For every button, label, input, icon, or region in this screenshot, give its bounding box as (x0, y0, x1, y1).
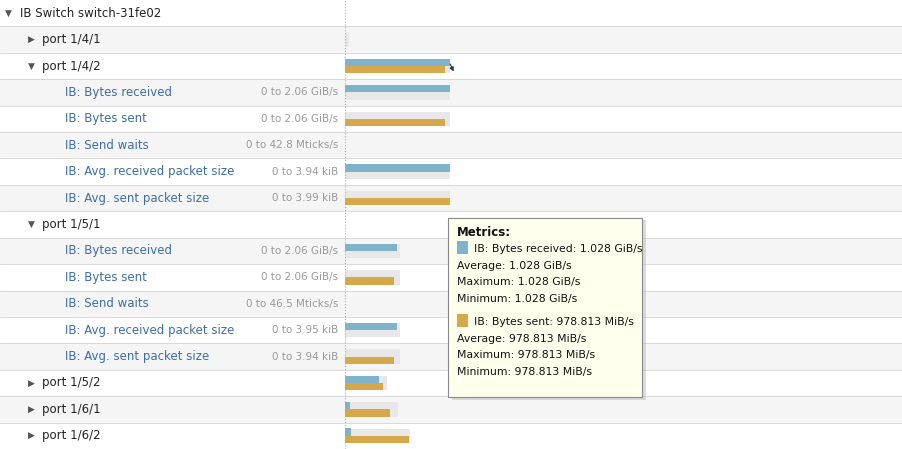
Bar (0, 132, 902, 158)
Text: Minimum: 978.813 MiB/s: Minimum: 978.813 MiB/s (457, 367, 593, 377)
Bar (345, 85, 450, 100)
Text: 0 to 3.99 kiB: 0 to 3.99 kiB (272, 193, 338, 203)
Bar (0, 317, 902, 343)
Text: IB: Bytes sent: IB: Bytes sent (65, 112, 147, 125)
Text: Minimum: 1.028 GiB/s: Minimum: 1.028 GiB/s (457, 294, 577, 304)
Text: ▼: ▼ (28, 62, 35, 70)
Bar (345, 191, 450, 205)
Bar (448, 218, 642, 397)
Bar (345, 436, 410, 443)
Text: ▶: ▶ (28, 35, 35, 44)
Bar (345, 428, 351, 436)
Bar (0, 53, 902, 79)
Text: IB: Bytes received: 1.028 GiB/s: IB: Bytes received: 1.028 GiB/s (474, 244, 642, 254)
Bar (345, 59, 449, 66)
Bar (345, 323, 397, 330)
Text: IB Switch switch-31fe02: IB Switch switch-31fe02 (20, 7, 161, 20)
Text: IB: Bytes sent: 978.813 MiB/s: IB: Bytes sent: 978.813 MiB/s (474, 317, 633, 327)
Bar (345, 112, 450, 126)
Text: Average: 978.813 MiB/s: Average: 978.813 MiB/s (457, 334, 586, 344)
Text: Maximum: 1.028 GiB/s: Maximum: 1.028 GiB/s (457, 277, 581, 287)
Bar (0, 264, 902, 291)
Bar (0, 238, 902, 264)
Text: ▼: ▼ (28, 220, 35, 229)
Bar (345, 164, 450, 172)
Text: 0 to 46.5 Mticks/s: 0 to 46.5 Mticks/s (246, 299, 338, 309)
Bar (0, 79, 902, 106)
Bar (0, 396, 902, 423)
Bar (345, 164, 450, 179)
Text: 0 to 2.06 GiB/s: 0 to 2.06 GiB/s (261, 246, 338, 256)
Bar (457, 241, 468, 254)
Bar (0, 343, 902, 370)
Bar (345, 402, 350, 409)
Bar (345, 375, 379, 383)
Bar (345, 376, 387, 390)
Text: Average: 1.028 GiB/s: Average: 1.028 GiB/s (457, 261, 572, 271)
Text: ▶: ▶ (28, 405, 35, 414)
Text: 0 to 2.06 GiB/s: 0 to 2.06 GiB/s (261, 88, 338, 97)
Text: 0 to 3.94 kiB: 0 to 3.94 kiB (272, 167, 338, 176)
Bar (0, 106, 902, 132)
Text: port 1/5/1: port 1/5/1 (42, 218, 101, 231)
Bar (0, 26, 902, 53)
Bar (345, 270, 400, 285)
Text: 0 to 3.94 kiB: 0 to 3.94 kiB (272, 352, 338, 361)
Bar (452, 220, 646, 400)
Bar (345, 32, 348, 47)
Bar (0, 291, 902, 317)
Text: Maximum: 978.813 MiB/s: Maximum: 978.813 MiB/s (457, 350, 595, 361)
Text: port 1/6/1: port 1/6/1 (42, 403, 101, 416)
Bar (345, 85, 449, 92)
Bar (345, 59, 450, 73)
Bar (0, 185, 902, 211)
Bar (0, 423, 902, 449)
Text: IB: Avg. sent packet size: IB: Avg. sent packet size (65, 350, 209, 363)
Bar (345, 402, 398, 417)
Bar (345, 119, 445, 126)
Bar (345, 243, 397, 251)
Text: IB: Send waits: IB: Send waits (65, 297, 149, 310)
Bar (345, 383, 383, 390)
Text: IB: Bytes received: IB: Bytes received (65, 86, 172, 99)
Text: IB: Avg. received packet size: IB: Avg. received packet size (65, 165, 235, 178)
Bar (345, 428, 410, 443)
Bar (345, 198, 450, 206)
Bar (0, 211, 902, 238)
Bar (345, 357, 393, 364)
Text: IB: Send waits: IB: Send waits (65, 139, 149, 152)
Text: ▶: ▶ (28, 431, 35, 440)
Text: port 1/6/2: port 1/6/2 (42, 429, 101, 442)
Text: IB: Avg. sent packet size: IB: Avg. sent packet size (65, 192, 209, 205)
Bar (345, 244, 400, 258)
Text: port 1/5/2: port 1/5/2 (42, 376, 101, 389)
Bar (345, 277, 393, 285)
Bar (345, 349, 400, 364)
Text: IB: Bytes received: IB: Bytes received (65, 244, 172, 257)
Bar (345, 409, 391, 417)
Text: 0 to 3.95 kiB: 0 to 3.95 kiB (272, 325, 338, 335)
Bar (345, 323, 400, 337)
Bar (0, 158, 902, 185)
Text: ▼: ▼ (5, 9, 13, 18)
Text: 0 to 2.06 GiB/s: 0 to 2.06 GiB/s (261, 273, 338, 282)
Text: IB: Bytes sent: IB: Bytes sent (65, 271, 147, 284)
Bar (0, 370, 902, 396)
Text: port 1/4/2: port 1/4/2 (42, 60, 101, 73)
Text: Metrics:: Metrics: (457, 226, 511, 239)
Text: ▶: ▶ (28, 379, 35, 387)
Text: IB: Avg. received packet size: IB: Avg. received packet size (65, 324, 235, 337)
Text: port 1/4/1: port 1/4/1 (42, 33, 101, 46)
Bar (0, 0, 902, 26)
Text: 0 to 42.8 Mticks/s: 0 to 42.8 Mticks/s (246, 140, 338, 150)
Bar (457, 314, 468, 326)
Text: 0 to 2.06 GiB/s: 0 to 2.06 GiB/s (261, 114, 338, 124)
Bar (345, 66, 445, 74)
